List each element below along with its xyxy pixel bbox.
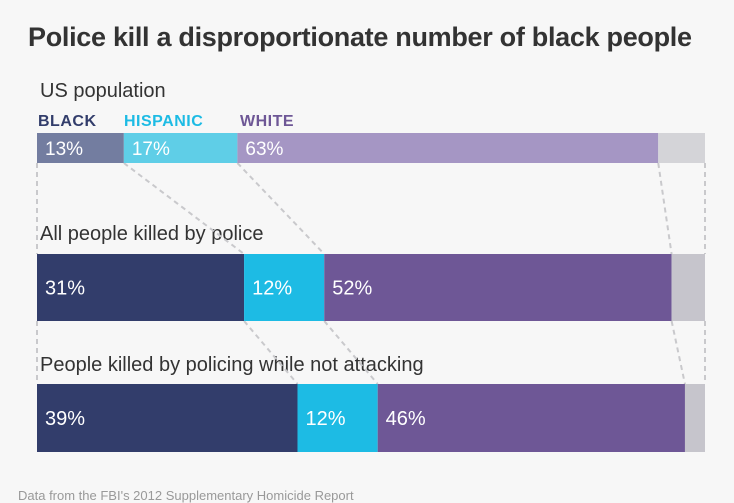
connector-line-1-2	[323, 320, 379, 385]
bar-segment-2-other	[684, 384, 705, 452]
legend-hispanic: HISPANIC	[124, 113, 204, 130]
bar-segment-2-white	[377, 384, 685, 452]
bar-segment-0-other	[658, 133, 705, 163]
bar-label-2-white: 46%	[386, 408, 426, 430]
bar-segment-2-hispanic	[297, 384, 378, 452]
legend-white: WHITE	[240, 113, 295, 130]
footnote: Data from the FBI's 2012 Supplementary H…	[18, 488, 354, 503]
bar-label-1-black: 31%	[45, 278, 85, 300]
bar-label-0-hispanic: 17%	[132, 139, 170, 160]
bar-label-1-hispanic: 12%	[252, 278, 292, 300]
connector-line-1-3	[670, 320, 686, 385]
bar-segment-1-other	[671, 254, 705, 321]
bar-label-1-white: 52%	[332, 278, 372, 300]
legend-black: BLACK	[38, 113, 97, 130]
connector-line-1-1	[243, 320, 299, 385]
connector-line-0-1	[123, 162, 245, 255]
bar-segment-1-hispanic	[244, 254, 325, 321]
bar-segment-1-black	[37, 254, 245, 321]
bar-label-2-black: 39%	[45, 408, 85, 430]
bar-label-0-white: 63%	[245, 139, 283, 160]
connector-line-0-3	[657, 162, 673, 255]
row-label-all-killed: All people killed by police	[40, 223, 264, 245]
bar-label-2-hispanic: 12%	[306, 408, 346, 430]
bar-segment-0-white	[237, 133, 659, 163]
row-label-us-population: US population	[40, 80, 166, 102]
bar-segment-2-black	[37, 384, 298, 452]
bar-segment-0-black	[37, 133, 124, 163]
chart-title: Police kill a disproportionate number of…	[28, 22, 692, 52]
row-label-not-attacking: People killed by policing while not atta…	[40, 354, 424, 376]
connector-line-0-2	[236, 162, 325, 255]
bar-segment-1-white	[324, 254, 672, 321]
bar-segment-0-hispanic	[123, 133, 238, 163]
bar-label-0-black: 13%	[45, 139, 83, 160]
